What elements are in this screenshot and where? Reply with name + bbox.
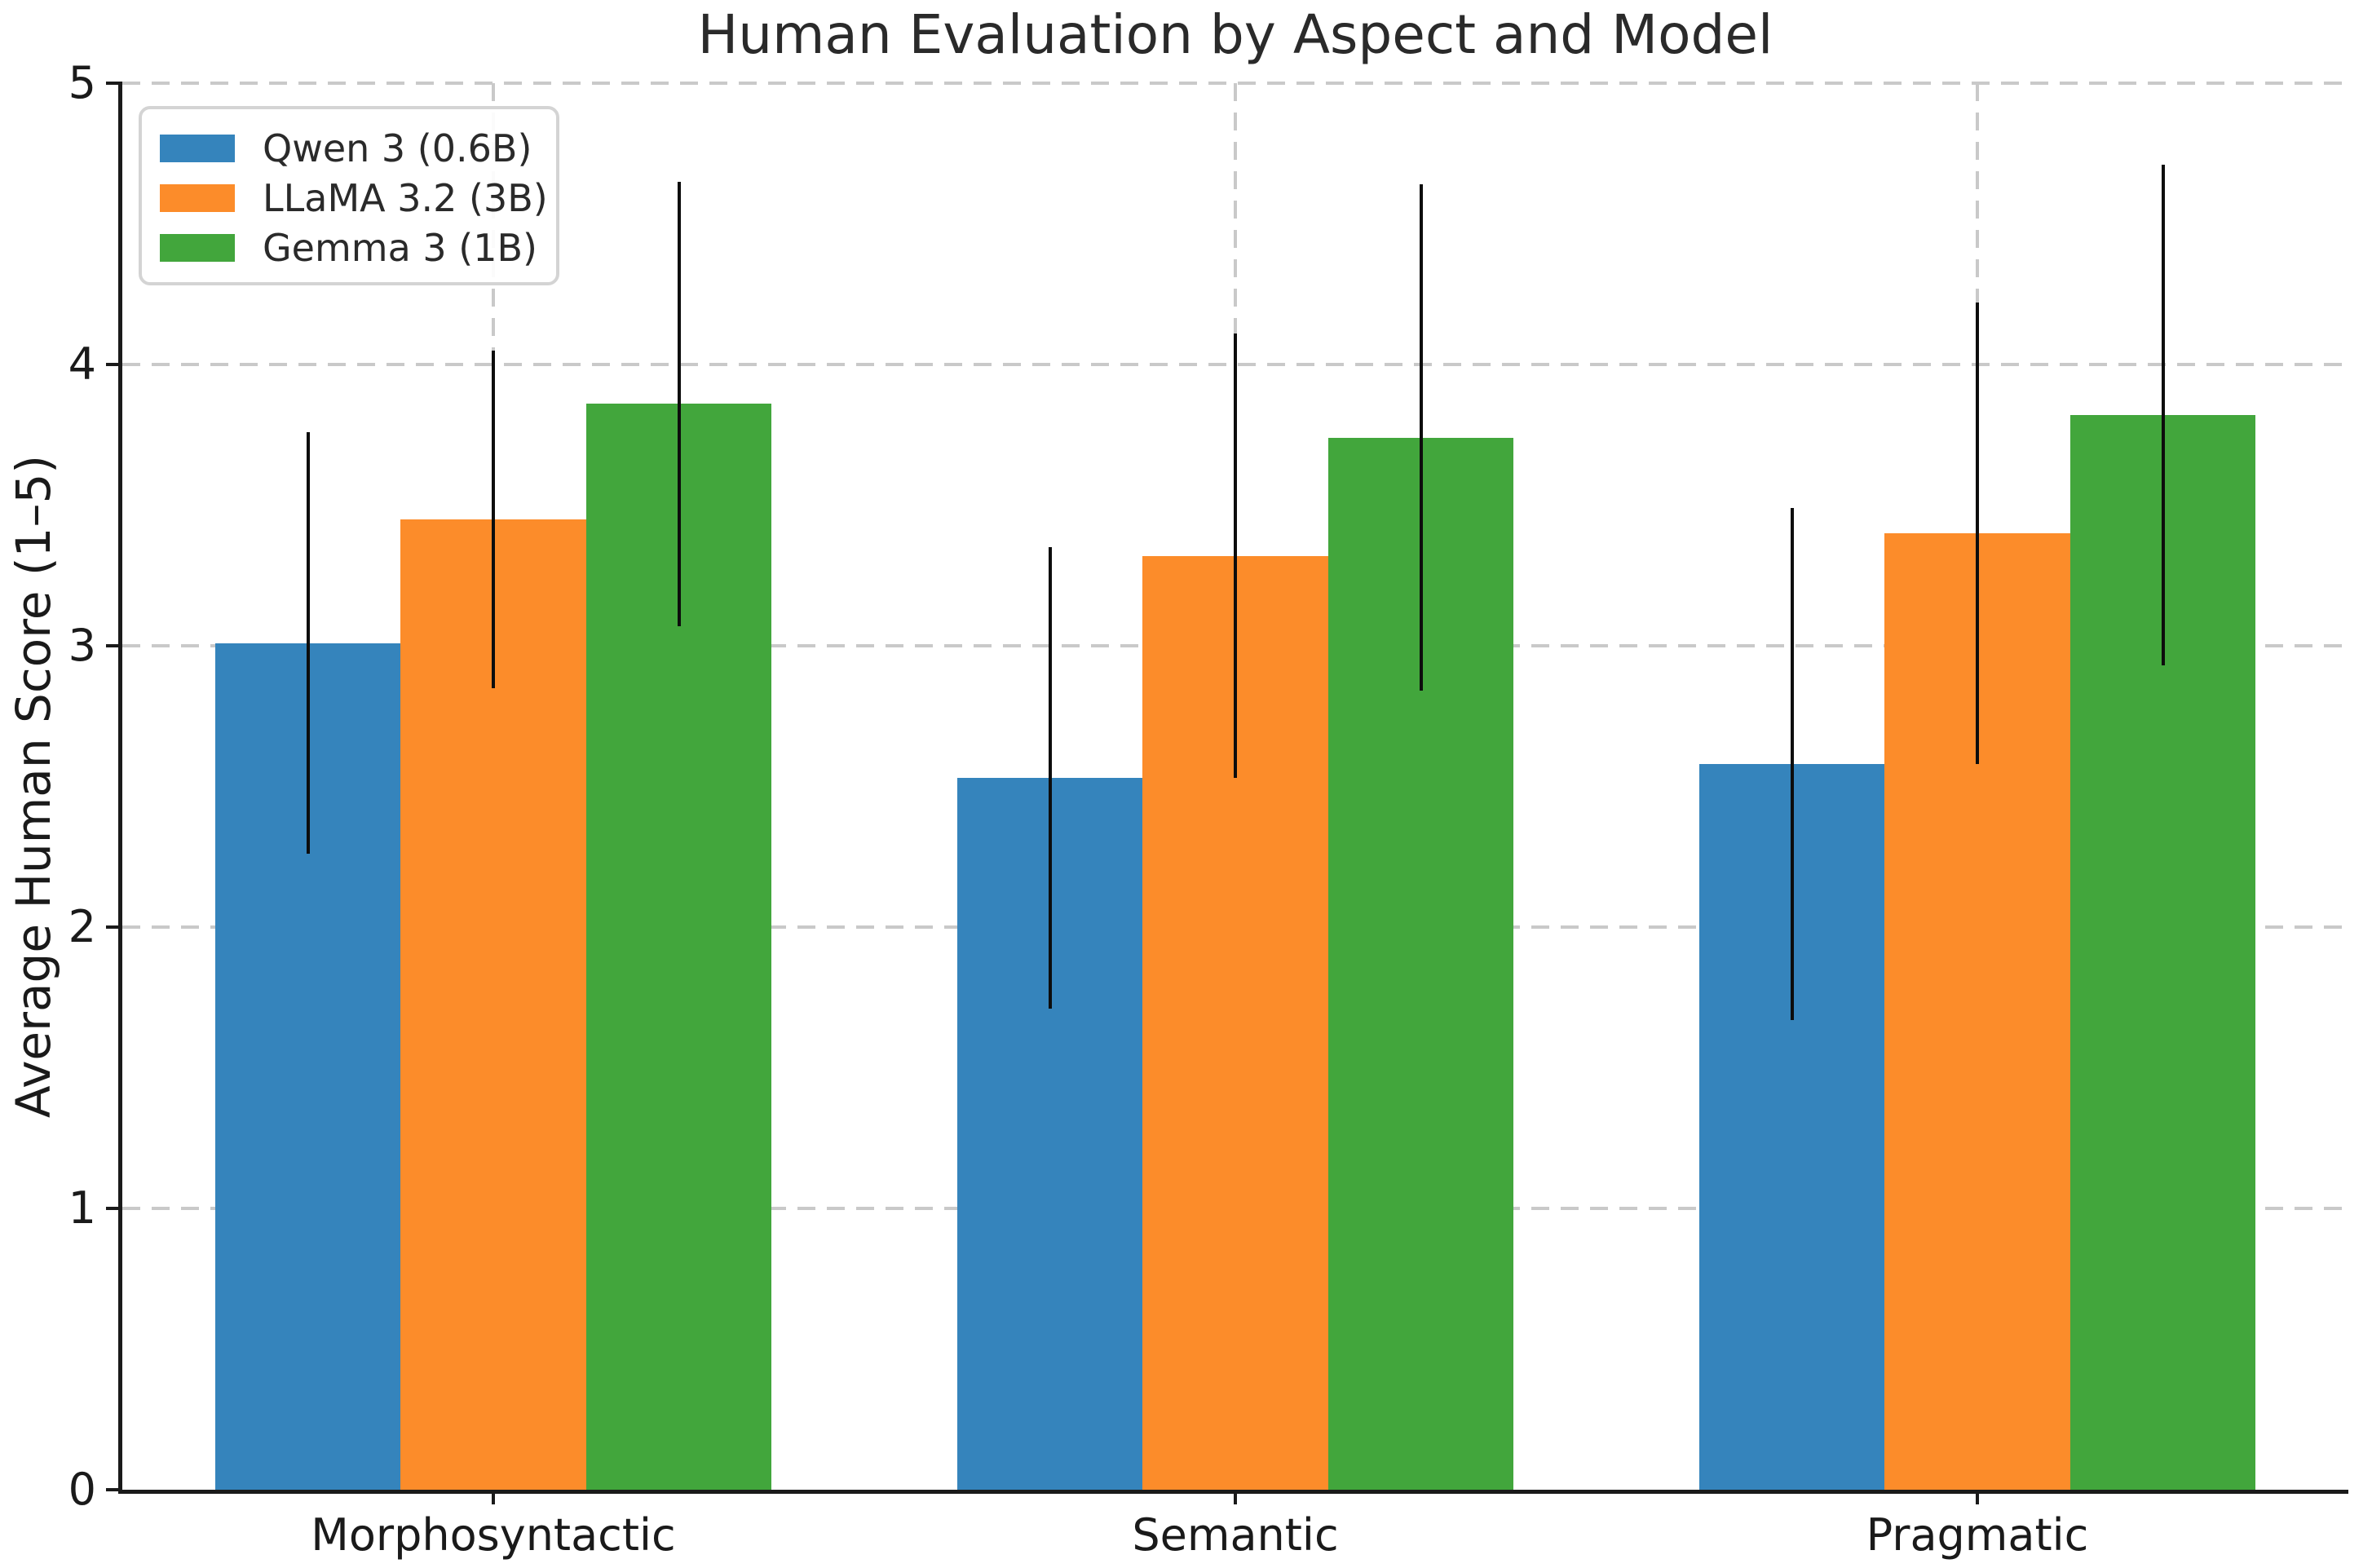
x-tick-Pragmatic <box>1976 1490 1979 1504</box>
legend-swatch-icon <box>160 184 235 212</box>
legend-item-Gemma 3 (1B): Gemma 3 (1B) <box>160 223 556 272</box>
y-tick-0 <box>106 1488 122 1491</box>
legend-label: LLaMA 3.2 (3B) <box>263 176 548 220</box>
x-tick-Morphosyntactic <box>492 1490 495 1504</box>
y-tick-4 <box>106 363 122 366</box>
error-bar-Gemma 3 (1B)-Morphosyntactic <box>677 181 681 626</box>
y-tick-label-5: 5 <box>68 57 96 108</box>
error-bar-Qwen 3 (0.6B)-Semantic <box>1048 547 1052 1009</box>
chart-title: Human Evaluation by Aspect and Model <box>697 3 1773 66</box>
error-bar-LLaMA 3.2 (3B)-Semantic <box>1234 333 1237 779</box>
legend-item-LLaMA 3.2 (3B): LLaMA 3.2 (3B) <box>160 174 556 223</box>
error-bar-Qwen 3 (0.6B)-Pragmatic <box>1790 507 1794 1020</box>
y-tick-1 <box>106 1207 122 1210</box>
error-bar-Qwen 3 (0.6B)-Morphosyntactic <box>306 431 310 855</box>
y-tick-label-0: 0 <box>68 1464 96 1515</box>
legend-swatch-icon <box>160 234 235 262</box>
x-tick-label-Morphosyntactic: Morphosyntactic <box>311 1509 676 1561</box>
y-tick-3 <box>106 644 122 647</box>
legend-item-Qwen 3 (0.6B): Qwen 3 (0.6B) <box>160 124 556 173</box>
y-tick-label-1: 1 <box>68 1182 96 1234</box>
error-bar-Gemma 3 (1B)-Pragmatic <box>2161 165 2165 666</box>
x-tick-label-Semantic: Semantic <box>1132 1509 1339 1561</box>
y-tick-label-4: 4 <box>68 338 96 390</box>
y-tick-5 <box>106 82 122 85</box>
x-tick-label-Pragmatic: Pragmatic <box>1866 1509 2089 1561</box>
legend-swatch-icon <box>160 135 235 162</box>
x-tick-Semantic <box>1234 1490 1237 1504</box>
legend: Qwen 3 (0.6B) LLaMA 3.2 (3B) Gemma 3 (1B) <box>139 106 559 285</box>
error-bar-LLaMA 3.2 (3B)-Morphosyntactic <box>492 350 495 688</box>
error-bar-Gemma 3 (1B)-Semantic <box>1419 184 1423 691</box>
y-tick-label-2: 2 <box>68 901 96 952</box>
x-axis-spine <box>118 1490 2348 1494</box>
legend-label: Qwen 3 (0.6B) <box>263 126 532 170</box>
y-axis-spine <box>118 83 122 1494</box>
error-bar-LLaMA 3.2 (3B)-Pragmatic <box>1976 303 1979 764</box>
legend-label: Gemma 3 (1B) <box>263 226 537 270</box>
y-tick-label-3: 3 <box>68 620 96 671</box>
y-tick-2 <box>106 925 122 929</box>
